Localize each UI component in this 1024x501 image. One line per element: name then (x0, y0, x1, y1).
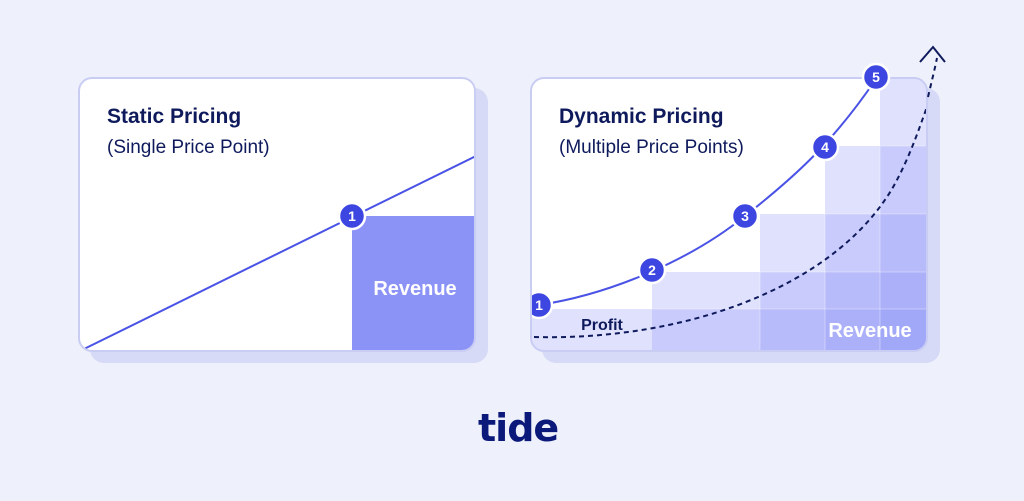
revenue-step-1 (532, 309, 926, 350)
static-pricing-subtitle: (Single Price Point) (107, 137, 270, 158)
dynamic-point-3-label: 3 (741, 208, 749, 224)
static-point-1-label: 1 (348, 208, 356, 224)
dynamic-point-4-label: 4 (821, 139, 829, 155)
static-pricing-panel: 1 Revenue Static Pricing (Single Price P… (78, 77, 476, 352)
revenue-step-2 (652, 272, 926, 350)
dynamic-point-3 (730, 201, 760, 231)
static-pricing-title: Static Pricing (107, 105, 242, 128)
static-point-1 (337, 201, 367, 231)
dynamic-point-1 (532, 290, 554, 320)
dynamic-point-2 (637, 255, 667, 285)
dynamic-revenue-steps (532, 79, 926, 350)
profit-arrow-head-icon (919, 45, 946, 63)
dynamic-pricing-chart: Profit Revenue 1 2 3 4 (532, 79, 926, 350)
revenue-grid (652, 145, 926, 350)
revenue-step-4 (825, 146, 926, 350)
dynamic-price-points: 1 2 3 4 (532, 132, 840, 320)
dynamic-profit-label: Profit (581, 317, 623, 334)
dynamic-pricing-subtitle: (Multiple Price Points) (559, 137, 744, 158)
dynamic-point-4 (810, 132, 840, 162)
revenue-step-5 (880, 79, 926, 350)
static-pricing-chart: 1 Revenue (83, 155, 474, 350)
dynamic-point-2-label: 2 (648, 262, 656, 278)
static-revenue-area (352, 216, 474, 350)
dynamic-pricing-panel: Profit Revenue 1 2 3 4 Dynamic Pricing (… (530, 77, 928, 352)
profit-curve (533, 106, 926, 339)
static-revenue-label: Revenue (373, 278, 456, 300)
dynamic-point-1-label: 1 (535, 297, 543, 313)
dynamic-revenue-label: Revenue (828, 320, 911, 342)
static-price-line (83, 155, 474, 350)
tide-logo: tide (478, 406, 559, 450)
dynamic-pricing-title: Dynamic Pricing (559, 105, 724, 128)
